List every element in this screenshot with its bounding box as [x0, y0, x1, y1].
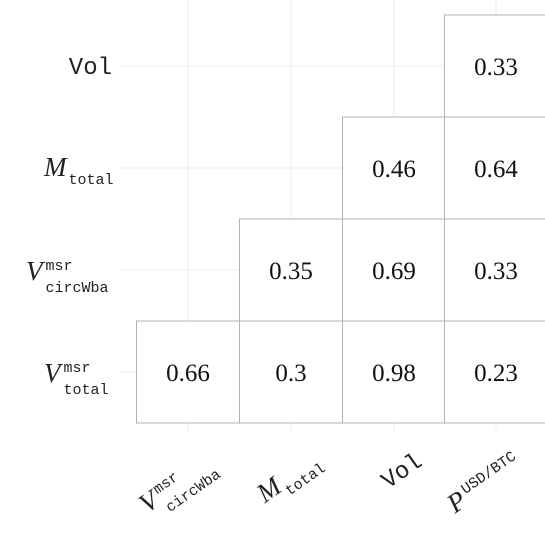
- heatmap-cell: 0.69: [342, 218, 446, 322]
- tick-label: Vol: [69, 55, 112, 82]
- cell-box: [444, 218, 545, 322]
- cell-value-label: 0.3: [275, 360, 306, 387]
- x-tick-label: Mtotal: [250, 444, 329, 515]
- cell-value-label: 0.33: [474, 54, 518, 81]
- heatmap-cell: 0.66: [136, 320, 240, 424]
- y-axis-tick-labels: Vol M total V msr circWba V msr total: [26, 55, 114, 399]
- x-tick-label: VmsrcircWba: [133, 447, 224, 528]
- heatmap-cell: 0.35: [239, 218, 343, 322]
- tick-label: Vol: [377, 449, 428, 496]
- cell-value-label: 0.66: [166, 360, 210, 387]
- cell-box: [239, 320, 343, 424]
- tick-label: PUSD/BTC: [440, 447, 526, 519]
- cell-value-label: 0.69: [372, 258, 416, 285]
- heatmap-cell: 0.98: [342, 320, 446, 424]
- heatmap-cell: 0.33: [444, 14, 545, 118]
- cell-value-label: 0.23: [474, 360, 518, 387]
- heatmap-cell: 0.64: [444, 116, 545, 220]
- heatmap-cell: 0.3: [239, 320, 343, 424]
- cell-value-label: 0.35: [269, 258, 313, 285]
- cell-box: [444, 14, 545, 118]
- cell-box: [342, 116, 446, 220]
- heatmap-cell: 0.33: [444, 218, 545, 322]
- cell-value-label: 0.98: [372, 360, 416, 387]
- heatmap-cell: 0.23: [444, 320, 545, 424]
- x-tick-label: Vol: [377, 449, 428, 496]
- cell-value-label: 0.33: [474, 258, 518, 285]
- cell-box: [342, 320, 446, 424]
- cell-box: [444, 320, 545, 424]
- tick-label: VmsrcircWba: [133, 447, 224, 528]
- x-axis-tick-labels: VmsrcircWba Mtotal Vol PUSD/BTC: [133, 444, 526, 528]
- x-tick-label: PUSD/BTC: [440, 447, 526, 519]
- cell-value-label: 0.64: [474, 156, 518, 183]
- tick-label: Mtotal: [250, 444, 329, 515]
- y-tick-label: Vol: [69, 55, 112, 82]
- heatmap-cell: 0.46: [342, 116, 446, 220]
- cell-value-label: 0.46: [372, 156, 416, 183]
- heatmap-cells: 0.33 0.46 0.64 0.35 0.69 0.33 0.66 0.3 0.98 0.23: [136, 14, 545, 424]
